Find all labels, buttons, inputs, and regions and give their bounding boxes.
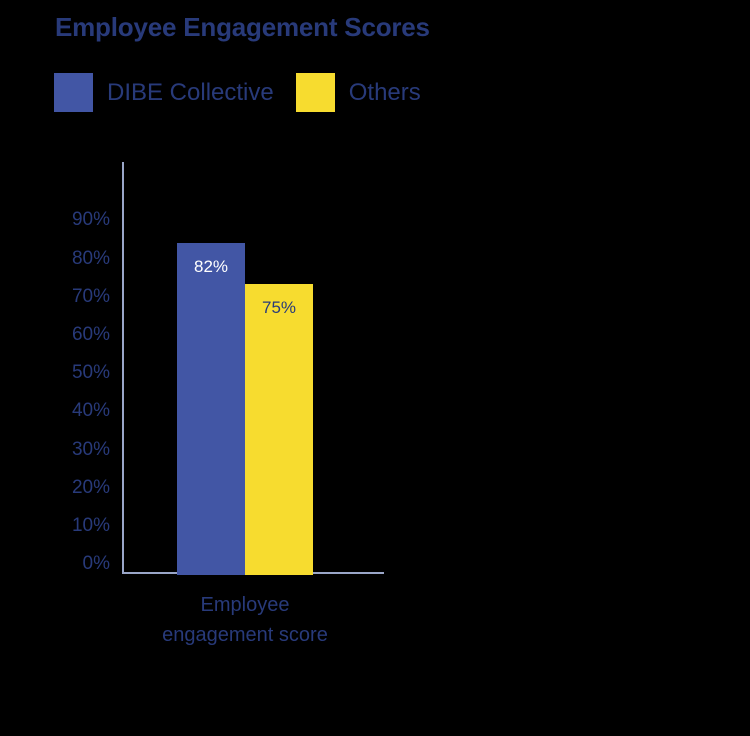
y-tick-0: 0% (82, 553, 110, 574)
legend-swatch-dibe (54, 73, 93, 112)
y-tick-30: 30% (71, 439, 110, 460)
bar-others: 75% (245, 284, 313, 575)
legend-label-dibe: DIBE Collective (107, 78, 274, 106)
legend-label-others: Others (348, 78, 421, 106)
legend-item-dibe: DIBE Collective (54, 73, 274, 112)
y-tick-70: 70% (71, 286, 110, 307)
bar-value-label-others: 75% (261, 298, 297, 317)
y-axis-line (122, 162, 124, 574)
y-tick-80: 80% (71, 248, 110, 269)
legend-swatch-others (295, 73, 335, 112)
chart-title: Employee Engagement Scores (55, 12, 430, 42)
y-tick-60: 60% (71, 324, 110, 345)
y-tick-10: 10% (71, 515, 110, 536)
y-tick-50: 50% (71, 362, 110, 383)
legend: DIBE Collective Others (54, 73, 443, 112)
x-category-label: Employee engagement score (162, 594, 328, 646)
y-tick-40: 40% (71, 400, 110, 421)
bar-value-label-dibe: 82% (193, 257, 229, 276)
legend-item-others: Others (295, 73, 421, 112)
y-tick-90: 90% (71, 209, 110, 230)
bar-dibe-collective: 82% (177, 243, 245, 575)
y-tick-20: 20% (71, 477, 110, 498)
